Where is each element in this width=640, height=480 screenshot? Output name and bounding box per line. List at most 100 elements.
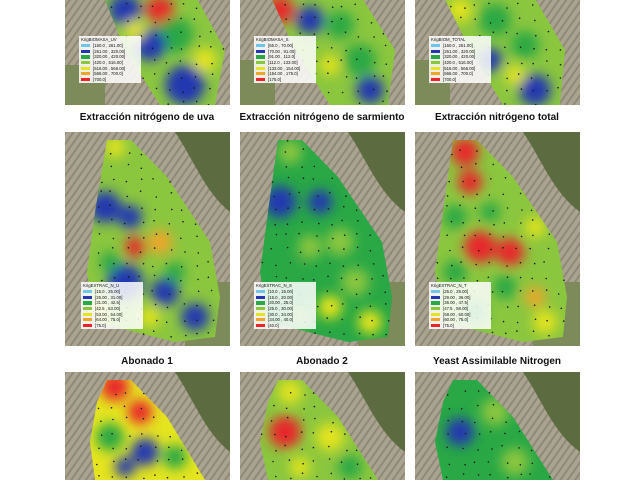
sampling-point <box>316 60 318 63</box>
sampling-point <box>504 432 506 435</box>
sampling-point <box>463 277 465 279</box>
sampling-point <box>207 104 210 105</box>
sampling-point <box>529 247 531 250</box>
sampling-point <box>313 33 316 35</box>
sampling-point <box>109 190 111 192</box>
legend-item: [261.00 , 320.00] <box>93 48 126 54</box>
sampling-point <box>155 446 157 449</box>
sampling-point <box>545 277 547 280</box>
sampling-point <box>170 192 173 194</box>
sampling-point <box>507 62 509 65</box>
sampling-point <box>446 394 449 396</box>
sampling-point <box>286 246 289 249</box>
map-extraccion-sarmiento: KrigEXTRAC_N_S [10.0 , 15.00] [15.0 , 20… <box>240 132 405 346</box>
sampling-point <box>98 447 100 450</box>
sampling-point <box>126 195 129 198</box>
sampling-point <box>328 445 330 448</box>
sampling-point <box>100 434 103 436</box>
legend-item: [10.0 , 15.00] <box>268 289 294 295</box>
sampling-point <box>547 247 550 250</box>
sampling-point <box>475 162 477 165</box>
sampling-point <box>98 475 100 477</box>
sampling-point <box>140 167 143 170</box>
sampling-point <box>546 90 548 92</box>
sampling-point <box>101 279 103 282</box>
sampling-point <box>462 196 465 198</box>
sampling-point <box>314 332 316 334</box>
legend-biomasa-uva: KrigBIOMASA_UV [160.0 , 261.00] [261.00 … <box>79 36 141 84</box>
sampling-point <box>286 140 289 142</box>
sampling-point <box>371 278 373 280</box>
sampling-point <box>273 195 276 198</box>
sampling-point <box>535 34 537 37</box>
sampling-point <box>344 31 347 33</box>
sampling-point <box>123 405 126 408</box>
legend-item: [420.0 , 516.00] <box>443 60 473 66</box>
sampling-point <box>507 476 509 479</box>
sampling-point <box>302 3 305 6</box>
sampling-point <box>373 61 376 64</box>
sampling-point <box>548 334 550 337</box>
sampling-point <box>153 59 156 61</box>
sampling-point <box>562 320 565 322</box>
sampling-point <box>493 223 495 226</box>
legend-item: [516.00 , 566.00] <box>93 65 126 71</box>
legend-item: [70.00 , 91.00] <box>268 48 296 54</box>
sampling-point <box>270 420 273 422</box>
sampling-point <box>340 461 343 463</box>
kriging-map-abonado-1 <box>65 372 230 480</box>
sampling-point <box>473 4 476 6</box>
legend-item: [154.00 , 175.0] <box>268 71 298 77</box>
sampling-point <box>332 237 334 240</box>
sampling-point <box>211 62 213 65</box>
sampling-point <box>312 279 315 281</box>
sampling-point <box>288 459 291 461</box>
sampling-point <box>548 306 551 308</box>
sampling-point <box>330 472 333 475</box>
sampling-point <box>152 416 155 418</box>
sampling-point <box>534 19 536 22</box>
sampling-point <box>488 2 490 5</box>
sampling-point <box>474 234 476 237</box>
legend-item: [25.00 , 31.00] <box>95 294 123 300</box>
sampling-point <box>313 165 316 168</box>
sampling-point <box>142 333 145 335</box>
sampling-point <box>285 18 287 20</box>
sampling-point <box>382 100 384 103</box>
sampling-point <box>330 47 333 49</box>
sampling-point <box>197 290 200 293</box>
sampling-point <box>142 417 145 420</box>
sampling-point <box>359 316 361 318</box>
sampling-point <box>304 394 306 396</box>
sampling-point <box>529 473 531 475</box>
sampling-point <box>198 45 201 47</box>
sampling-point <box>355 306 358 309</box>
sampling-point <box>530 209 533 212</box>
sampling-point <box>113 277 116 279</box>
sampling-point <box>332 421 334 424</box>
sampling-point <box>184 320 186 322</box>
sampling-point <box>180 48 183 50</box>
sampling-point <box>445 476 448 478</box>
sampling-point <box>289 262 292 264</box>
legend-item: [30.0 , 34.00] <box>268 311 294 317</box>
sampling-point <box>373 36 375 38</box>
sampling-point <box>436 277 439 280</box>
sampling-point <box>124 458 127 460</box>
sampling-point <box>303 408 305 410</box>
sampling-point <box>155 87 158 90</box>
sampling-point <box>559 49 562 51</box>
sampling-point <box>137 459 139 461</box>
sampling-point <box>314 417 316 420</box>
sampling-point <box>329 191 331 194</box>
sampling-point <box>491 291 494 293</box>
legend-item: [516.00 , 566.00] <box>443 65 476 71</box>
sampling-point <box>302 148 305 150</box>
sampling-point <box>464 390 467 392</box>
sampling-point <box>314 4 316 6</box>
sampling-point <box>340 277 343 280</box>
sampling-point <box>340 59 342 61</box>
legend-item: [15.0 , 20.00] <box>268 294 294 300</box>
sampling-point <box>532 4 534 6</box>
sampling-point <box>290 477 292 480</box>
